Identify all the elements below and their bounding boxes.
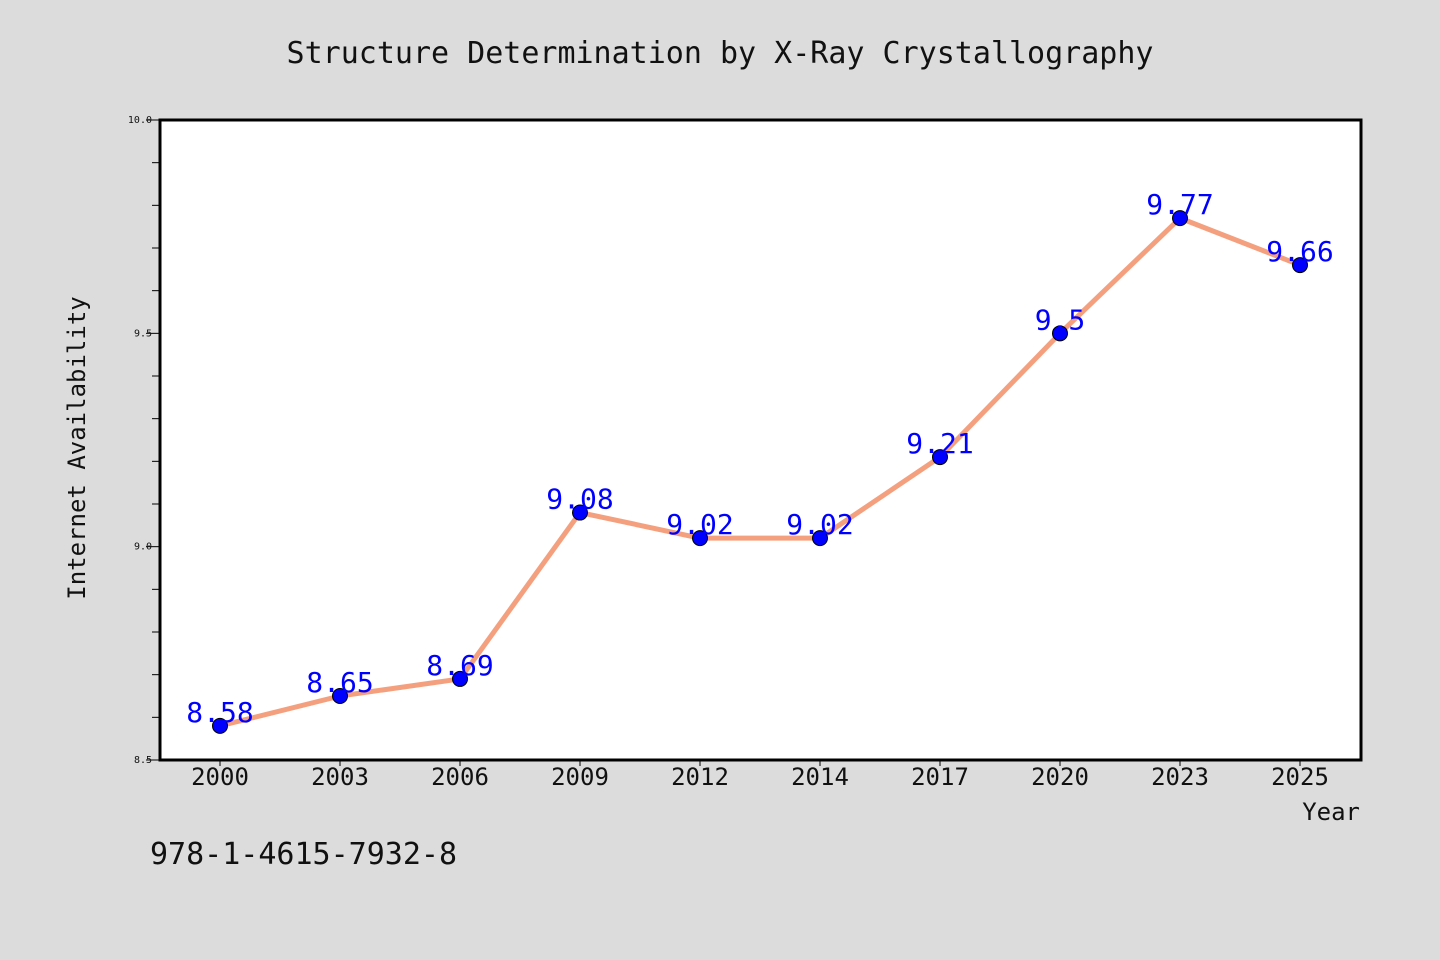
footer-isbn-text: 978-1-4615-7932-8 bbox=[150, 837, 457, 872]
data-label: 9.66 bbox=[1266, 235, 1333, 268]
markers-group bbox=[212, 210, 1308, 734]
y-tick-label: 8.5 bbox=[134, 755, 152, 766]
data-label: 9.02 bbox=[786, 508, 853, 541]
series-line bbox=[219, 215, 1301, 729]
plot-area bbox=[158, 118, 1363, 762]
data-label: 9.08 bbox=[546, 483, 613, 516]
data-point bbox=[452, 670, 468, 687]
x-tick-label: 2006 bbox=[431, 763, 489, 791]
data-point bbox=[212, 717, 228, 734]
x-tick-label: 2020 bbox=[1031, 763, 1089, 791]
series-line-group bbox=[219, 215, 1301, 729]
data-point bbox=[692, 530, 708, 547]
data-label: 8.65 bbox=[306, 666, 373, 699]
data-point bbox=[1052, 325, 1068, 342]
data-point bbox=[932, 449, 948, 466]
data-point bbox=[1292, 257, 1308, 274]
y-tick-label: 9.5 bbox=[134, 328, 152, 339]
x-tick-label: 2012 bbox=[671, 763, 729, 791]
x-tick-label: 2000 bbox=[191, 763, 249, 791]
x-tick-label: 2003 bbox=[311, 763, 369, 791]
data-point bbox=[812, 530, 828, 547]
data-labels-group: 8.58 8.65 8.69 9.08 9.02 9.02 9.21 9.5 9.77 9.66 bbox=[186, 188, 1333, 729]
data-label: 9.21 bbox=[906, 427, 973, 460]
x-tick-label: 2014 bbox=[791, 763, 849, 791]
data-point bbox=[332, 688, 348, 704]
data-label: 9.02 bbox=[666, 508, 733, 541]
x-tick-label: 2009 bbox=[551, 763, 609, 791]
y-axis-label: Internet Availability bbox=[63, 296, 91, 599]
data-label: 8.69 bbox=[426, 649, 493, 682]
y-tick-label: 10.0 bbox=[128, 115, 152, 126]
data-point bbox=[572, 504, 588, 521]
data-point bbox=[1172, 210, 1188, 227]
y-minor-ticks bbox=[152, 162, 160, 718]
x-axis-ticks: 2000 2003 2006 2009 2012 2014 2017 2020 2023 2025 bbox=[191, 760, 1329, 791]
chart-title: Structure Determination by X-Ray Crystal… bbox=[287, 36, 1154, 71]
x-tick-label: 2023 bbox=[1151, 763, 1209, 791]
x-tick-label: 2025 bbox=[1271, 763, 1329, 791]
x-tick-label: 2017 bbox=[911, 763, 969, 791]
data-label: 8.58 bbox=[186, 696, 253, 729]
x-axis-label: Year bbox=[1302, 798, 1360, 826]
y-axis-ticks: 8.5 9.0 9.5 10.0 bbox=[128, 115, 160, 766]
y-tick-label: 9.0 bbox=[134, 542, 152, 553]
data-label: 9.77 bbox=[1146, 188, 1213, 221]
data-label: 9.5 bbox=[1035, 303, 1086, 336]
